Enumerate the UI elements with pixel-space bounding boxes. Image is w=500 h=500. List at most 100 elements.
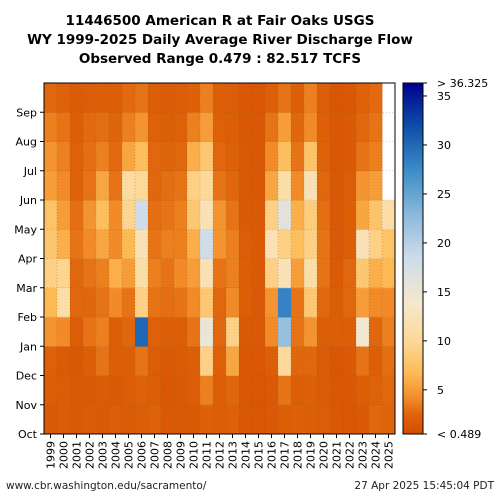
heatmap-cell-2009-Jan	[174, 317, 188, 347]
colorbar-segment	[403, 305, 423, 309]
heatmap-cell-2017-Apr	[278, 229, 292, 259]
x-axis: 1999 2000 2001 2002 2003 2004 2005 2006 2007 2008…	[45, 434, 396, 469]
colorbar-segment	[403, 217, 423, 221]
heatmap-cell-2001-Feb	[70, 287, 84, 318]
heatmap-cell-2002-Jan	[83, 317, 97, 347]
heatmap-cell-2013-Jun	[226, 170, 240, 201]
heatmap-cell-2025-Dec	[382, 346, 396, 376]
heatmap-cell-2015-Apr	[252, 229, 266, 259]
colorbar-segment	[403, 328, 423, 333]
colorbar-segment	[403, 85, 423, 90]
heatmap-cell-2008-Dec	[161, 346, 175, 376]
x-tick-label-2022: 2022	[344, 441, 357, 469]
colorbar-segment	[403, 176, 423, 181]
heatmap-cell-1999-Nov	[44, 375, 58, 406]
heatmap-cell-2005-Jan	[122, 317, 136, 347]
heatmap-cell-2006-Aug	[135, 112, 149, 142]
y-tick-label-Jul: Jul	[23, 165, 37, 178]
colorbar-segment	[403, 182, 423, 186]
heatmap-cell-2007-Nov	[148, 375, 162, 406]
heatmap-cell-2001-Oct	[70, 404, 84, 435]
colorbar-segment	[403, 322, 423, 327]
chart-title-line-1: 11446500 American R at Fair Oaks USGS	[66, 13, 375, 29]
x-tick-label-2024: 2024	[370, 441, 383, 469]
colorbar-segment	[403, 360, 423, 365]
heatmap-cell-2002-Jul	[83, 141, 97, 172]
heatmap-cell-2022-Jun	[343, 170, 357, 201]
heatmap-cell-2024-Jul	[369, 141, 383, 172]
heatmap-cell-2004-Oct	[109, 404, 123, 435]
heatmap-cell-2008-Aug	[161, 112, 175, 142]
heatmap-cell-1999-Mar	[44, 258, 58, 289]
heatmap-cell-2013-Jan	[226, 317, 240, 347]
heatmap-cell-2013-Sep	[226, 83, 240, 113]
heatmap-cell-2001-Aug	[70, 112, 84, 142]
heatmap-cell-2005-May	[122, 200, 136, 230]
heatmap-cell-2024-Dec	[369, 346, 383, 376]
colorbar-segment	[403, 205, 423, 210]
heatmap-cell-2019-Feb	[304, 287, 318, 318]
colorbar-segment	[403, 404, 423, 409]
heatmap-cell-2009-May	[174, 200, 188, 230]
heatmap-cell-2015-Jun	[252, 170, 266, 201]
heatmap-cell-2001-Jul	[70, 141, 84, 172]
heatmap-cell-2014-Dec	[239, 346, 253, 376]
heatmap-cell-2004-Jul	[109, 141, 123, 172]
colorbar-tick-label: 25	[437, 188, 451, 201]
footer-timestamp: 27 Apr 2025 15:45:04 PDT	[354, 480, 494, 492]
heatmap-cell-2010-Jan	[187, 317, 201, 347]
colorbar-segment	[403, 150, 423, 154]
heatmap-cell-2017-Mar	[278, 258, 292, 289]
heatmap-cell-2015-Sep	[252, 83, 266, 113]
heatmap-cell-2003-Nov	[96, 375, 110, 406]
heatmap-cell-1999-Oct	[44, 404, 58, 435]
heatmap-cell-2020-Sep	[317, 83, 331, 113]
heatmap-cell-2001-Jun	[70, 170, 84, 201]
heatmap-cell-2004-Apr	[109, 229, 123, 259]
heatmap-cell-2004-Jan	[109, 317, 123, 347]
heatmap-cell-2017-Jul	[278, 141, 292, 172]
heatmap-cell-2005-Mar	[122, 258, 136, 289]
colorbar-segment	[403, 185, 423, 189]
heatmap-cell-2008-Jan	[161, 317, 175, 347]
heatmap-cell-2018-Jul	[291, 141, 305, 172]
colorbar-segment	[403, 167, 423, 172]
heatmap-cell-2011-Jan	[200, 317, 214, 347]
colorbar-segment	[403, 170, 423, 175]
heatmap-cell-2015-Feb	[252, 287, 266, 318]
colorbar-segment	[403, 302, 423, 306]
heatmap-cell-2024-Oct	[369, 404, 383, 435]
colorbar-segment	[403, 273, 423, 277]
heatmap-cell-2025-Nov	[382, 375, 396, 406]
title-block: 11446500 American R at Fair Oaks USGS WY…	[27, 13, 413, 67]
heatmap-cell-2009-Nov	[174, 375, 188, 406]
heatmap-cell-2015-Jan	[252, 317, 266, 347]
heatmap-cell-2004-Sep	[109, 83, 123, 113]
colorbar-segment	[403, 88, 423, 93]
heatmap-cell-2012-Jan	[213, 317, 227, 347]
colorbar-segment	[403, 428, 423, 432]
colorbar-segment	[403, 293, 423, 298]
heatmap-cell-2011-Mar	[200, 258, 214, 289]
heatmap-cell-2020-Apr	[317, 229, 331, 259]
colorbar-segment	[403, 226, 423, 230]
heatmap-cell-2006-Jan	[135, 317, 149, 347]
y-tick-label-Jun: Jun	[19, 194, 37, 207]
x-tick-label-2010: 2010	[188, 441, 201, 469]
heatmap-cell-2010-Sep	[187, 83, 201, 113]
heatmap-cell-2003-May	[96, 200, 110, 230]
colorbar-segment	[403, 94, 423, 99]
heatmap-cell-2009-Jun	[174, 170, 188, 201]
heatmap-cell-2021-May	[330, 200, 344, 230]
heatmap-cell-2024-Feb	[369, 287, 383, 318]
heatmap-cell-2007-Jul	[148, 141, 162, 172]
heatmap-cell-2009-Sep	[174, 83, 188, 113]
heatmap-cell-2011-Nov	[200, 375, 214, 406]
heatmap-cell-2009-Apr	[174, 229, 188, 259]
heatmap-cell-2000-Dec	[57, 346, 71, 376]
heatmap-cell-2007-Jun	[148, 170, 162, 201]
x-tick-label-2015: 2015	[253, 441, 266, 469]
heatmap-cell-2001-Apr	[70, 229, 84, 259]
heatmap-cell-2014-Apr	[239, 229, 253, 259]
